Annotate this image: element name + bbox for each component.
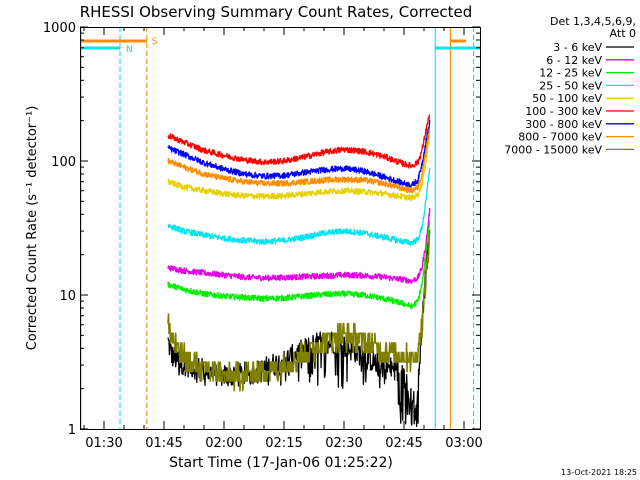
legend-entry-label: 25 - 50 keV <box>539 79 602 92</box>
series-6-12-kev-line <box>167 207 431 284</box>
x-tick-label: 01:45 <box>145 436 182 451</box>
series-7000-15000-kev-line <box>167 230 431 392</box>
x-tick-label: 02:15 <box>265 436 302 451</box>
x-axis-label: Start Time (17-Jan-06 01:25:22) <box>169 455 393 471</box>
x-tick-label: 02:00 <box>205 436 242 451</box>
series-100-300-kev-line <box>167 114 431 169</box>
legend-entry-label: 7000 - 15000 keV <box>504 143 602 156</box>
legend-entry-label: 100 - 300 keV <box>525 105 602 118</box>
chart-title: RHESSI Observing Summary Count Rates, Co… <box>80 3 473 21</box>
legend-header-line: Det 1,3,4,5,6,9, <box>550 15 636 28</box>
x-tick-label: 03:00 <box>445 436 482 451</box>
legend-header-line: Att 0 <box>610 27 636 40</box>
plot-frame <box>80 27 481 430</box>
legend-entry-label: 12 - 25 keV <box>539 67 602 80</box>
legend-entry-label: 6 - 12 keV <box>546 54 602 67</box>
axes-layer: 01:30 01:45 02:00 02:15 02:30 02:45 03:00 1 10 10… <box>43 21 483 451</box>
series-300-800-kev-line <box>167 120 431 188</box>
series-25-50-kev-line <box>167 167 431 246</box>
series-12-25-kev-line <box>167 220 431 310</box>
series-50-100-kev-line <box>167 130 431 202</box>
series-layer <box>167 114 431 427</box>
legend-entry-label: 3 - 6 keV <box>553 41 602 54</box>
y-tick-label: 1 <box>68 423 76 438</box>
legend-entry-label: 50 - 100 keV <box>532 92 602 105</box>
y-tick-label: 100 <box>51 155 76 170</box>
generation-timestamp: 13-Oct-2021 18:25 <box>561 468 637 477</box>
x-tick-label: 01:30 <box>85 436 122 451</box>
x-tick-label: 02:45 <box>385 436 422 451</box>
saa-label: S <box>152 37 158 47</box>
night-label: N <box>126 45 133 55</box>
y-tick-label: 10 <box>59 289 76 304</box>
x-tick-label: 02:30 <box>325 436 362 451</box>
legend-entry-label: 800 - 7000 keV <box>518 131 602 144</box>
y-tick-label: 1000 <box>43 21 76 36</box>
series-800-7000-kev-line <box>167 128 431 194</box>
y-axis-label: Corrected Count Rate (s⁻¹ detector⁻¹) <box>25 106 40 351</box>
legend-entry-label: 300 - 800 keV <box>525 118 602 131</box>
